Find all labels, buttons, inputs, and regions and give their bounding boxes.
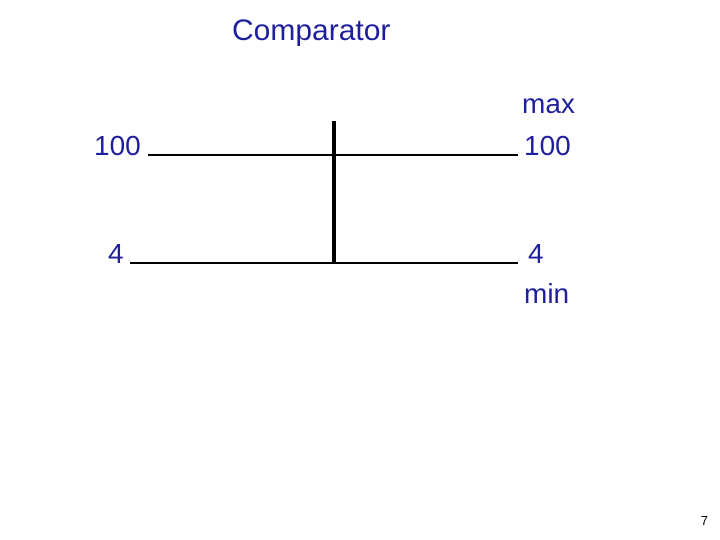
- output-max-label: max: [522, 88, 575, 120]
- comparator-vertical-line: [332, 121, 336, 264]
- input-top-value: 100: [94, 130, 141, 162]
- diagram-title: Comparator: [232, 14, 390, 48]
- output-bottom-value: 4: [528, 238, 544, 270]
- bottom-wire-line: [130, 262, 518, 264]
- output-min-label: min: [524, 278, 569, 310]
- input-bottom-value: 4: [108, 238, 124, 270]
- page-number: 7: [701, 513, 708, 528]
- output-top-value: 100: [524, 130, 571, 162]
